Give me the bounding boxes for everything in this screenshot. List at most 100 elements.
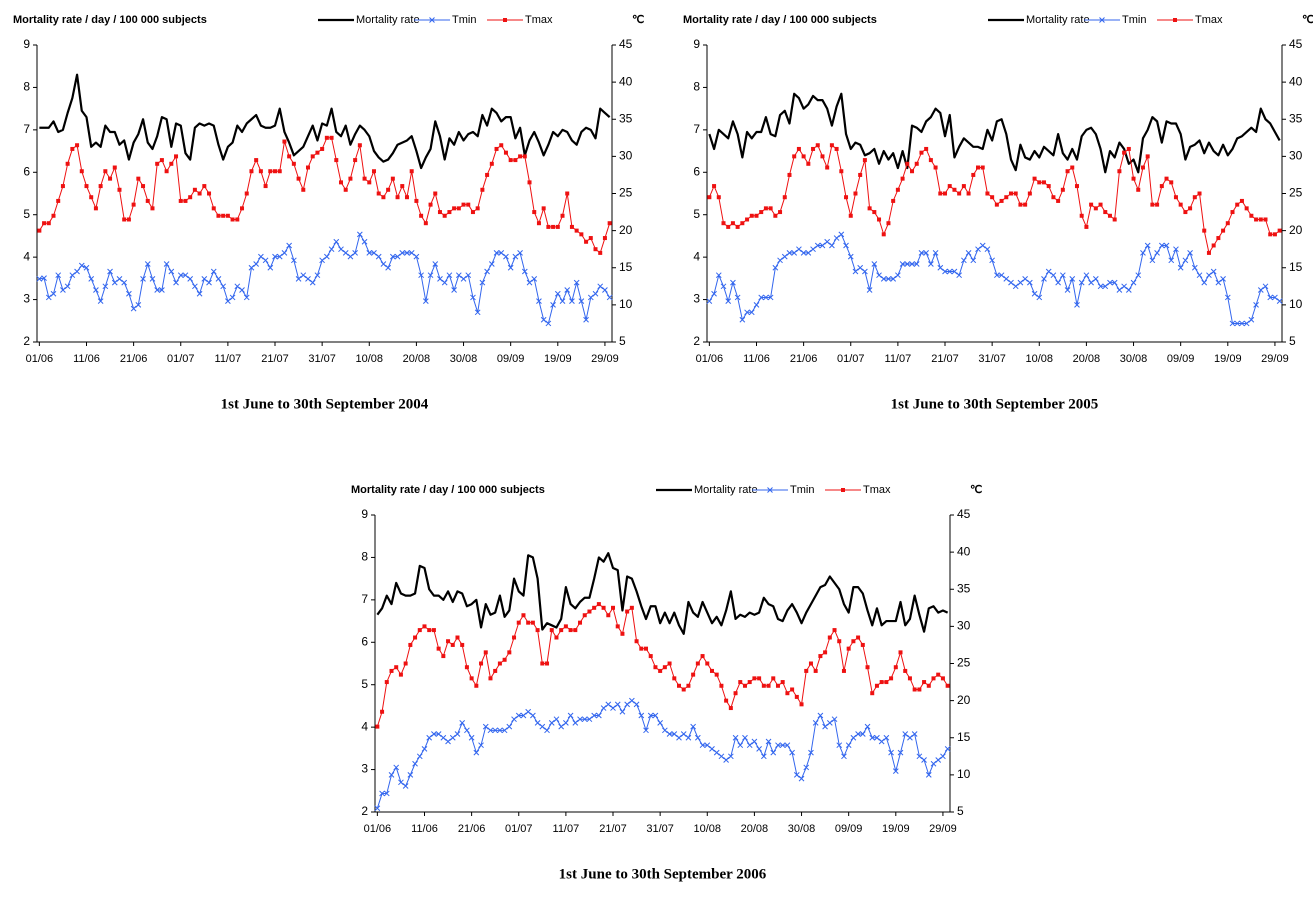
marker [614,701,621,708]
y2-tick-label: 40 [619,74,633,88]
marker [183,198,188,203]
marker [1051,195,1056,200]
marker [126,290,132,297]
marker [582,613,587,618]
marker [512,253,519,260]
marker [712,184,717,189]
marker [402,783,409,789]
marker [907,676,912,681]
marker [672,676,677,681]
marker [961,184,966,189]
marker [409,169,414,174]
marker [584,239,589,244]
y2-tick-label: 5 [619,334,626,348]
marker [296,176,301,181]
marker [530,620,535,625]
series-line [376,603,949,727]
marker [534,720,541,726]
y2-tick-label: 5 [1289,334,1296,348]
marker [489,161,494,166]
marker [532,210,537,215]
marker [980,165,985,170]
marker [196,290,203,297]
marker [324,253,330,260]
marker [779,742,786,749]
marker [587,294,594,301]
marker [436,646,441,651]
marker [583,316,589,323]
marker [488,261,495,267]
x-tick-label: 11/07 [553,823,580,835]
marker [503,253,509,260]
marker [565,191,570,196]
marker [107,268,113,275]
marker [695,661,700,666]
marker [578,620,583,625]
marker [730,221,735,226]
marker [860,642,865,647]
marker [286,242,293,249]
marker [771,676,776,681]
marker [1026,279,1033,286]
marker [700,654,705,659]
marker [1272,294,1278,301]
marker [1099,17,1105,23]
marker [389,668,394,673]
x-tick-label: 10/08 [356,353,384,365]
marker [374,805,381,812]
marker [970,257,977,264]
marker [872,210,877,215]
marker [946,268,953,275]
marker [598,250,603,255]
marker [437,276,443,282]
marker [169,161,174,166]
marker [93,206,98,211]
x-tick-label: 20/08 [741,823,769,835]
marker [586,716,593,723]
marker [404,250,410,256]
marker [877,217,882,222]
marker [145,198,150,203]
marker [399,250,406,256]
marker [716,195,721,200]
marker [173,279,179,286]
marker [732,734,739,741]
marker [866,287,873,293]
marker [177,272,184,279]
marker [215,276,222,282]
marker [431,628,436,633]
marker [932,250,939,256]
marker [730,279,736,286]
x-tick-label: 29/09 [591,353,619,365]
x-tick-label: 19/09 [882,823,910,835]
marker [248,264,255,271]
marker [545,661,550,666]
marker [98,184,103,189]
marker [798,775,805,782]
marker [907,734,913,741]
marker [468,734,475,741]
y-tick-label: 8 [23,80,30,94]
marker [1276,298,1283,305]
marker [884,680,889,685]
marker [1088,279,1094,286]
marker [855,731,861,737]
marker [300,272,307,279]
marker [733,691,738,696]
marker [277,169,282,174]
marker [990,195,995,200]
marker [540,316,547,323]
marker [1220,276,1226,282]
marker [249,169,254,174]
marker [507,264,514,271]
marker [790,687,795,692]
marker [634,639,639,644]
marker [685,734,692,741]
marker [837,639,842,644]
marker [1173,246,1179,253]
marker [140,276,146,282]
marker [1027,191,1032,196]
y-tick-label: 9 [23,37,30,51]
marker [521,268,528,275]
marker [569,224,574,229]
